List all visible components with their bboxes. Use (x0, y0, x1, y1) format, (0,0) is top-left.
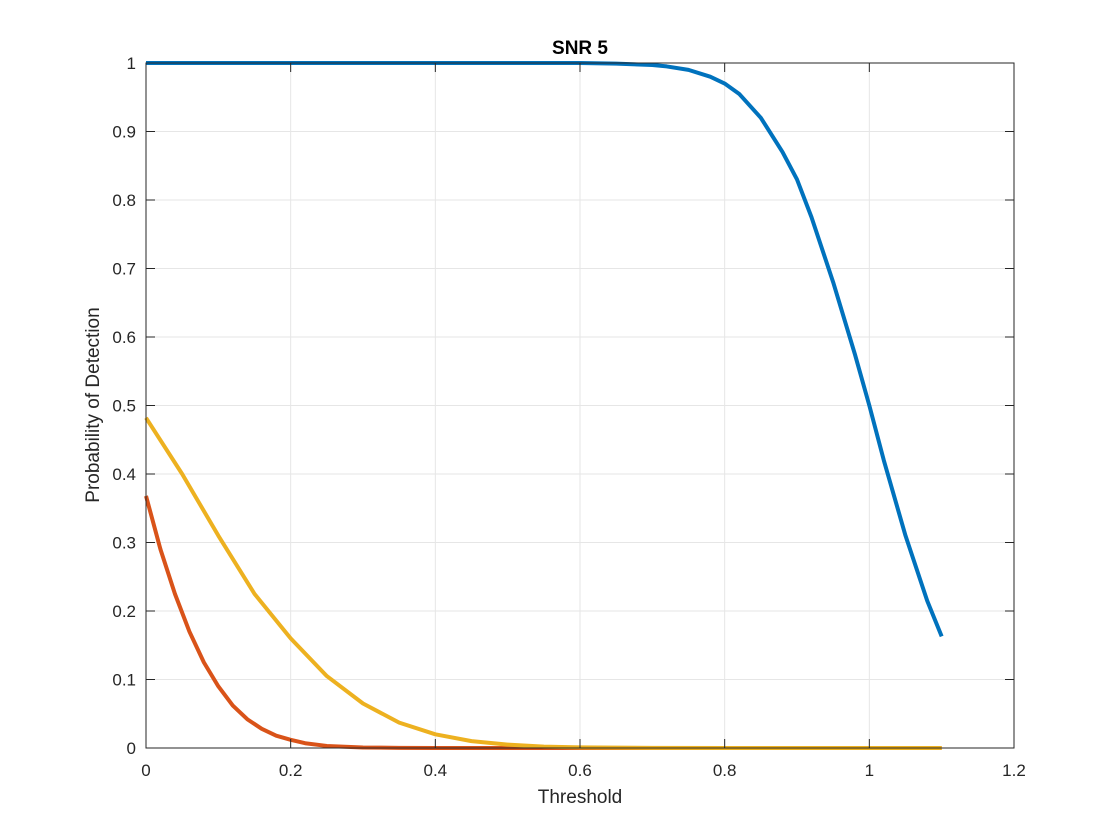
x-tick-labels: 0 0.2 0.4 0.6 0.8 1 1.2 (141, 761, 1026, 780)
y-tick-label: 1 (127, 54, 136, 73)
x-tick-label: 1 (865, 761, 874, 780)
x-tick-label: 0.2 (279, 761, 303, 780)
y-tick-label: 0.6 (112, 328, 136, 347)
y-tick-label: 0.3 (112, 534, 136, 553)
y-tick-label: 0.5 (112, 397, 136, 416)
x-tick-label: 0.4 (424, 761, 448, 780)
x-tick-label: 0.8 (713, 761, 737, 780)
x-axis-title: Threshold (538, 787, 623, 808)
y-tick-label: 0.7 (112, 260, 136, 279)
y-tick-label: 0.2 (112, 602, 136, 621)
y-axis-title: Probability of Detection (83, 307, 104, 502)
x-tick-label: 1.2 (1002, 761, 1026, 780)
tick-marks (145, 62, 1015, 749)
y-tick-label: 0 (127, 739, 136, 758)
y-tick-labels: 0 0.1 0.2 0.3 0.4 0.5 0.6 0.7 0.8 0.9 1 (112, 54, 136, 758)
y-tick-label: 0.1 (112, 671, 136, 690)
y-tick-label: 0.4 (112, 465, 136, 484)
x-tick-label: 0.6 (568, 761, 592, 780)
y-tick-label: 0.9 (112, 123, 136, 142)
x-tick-label: 0 (141, 761, 150, 780)
y-tick-label: 0.8 (112, 191, 136, 210)
chart-title: SNR 5 (552, 38, 608, 59)
